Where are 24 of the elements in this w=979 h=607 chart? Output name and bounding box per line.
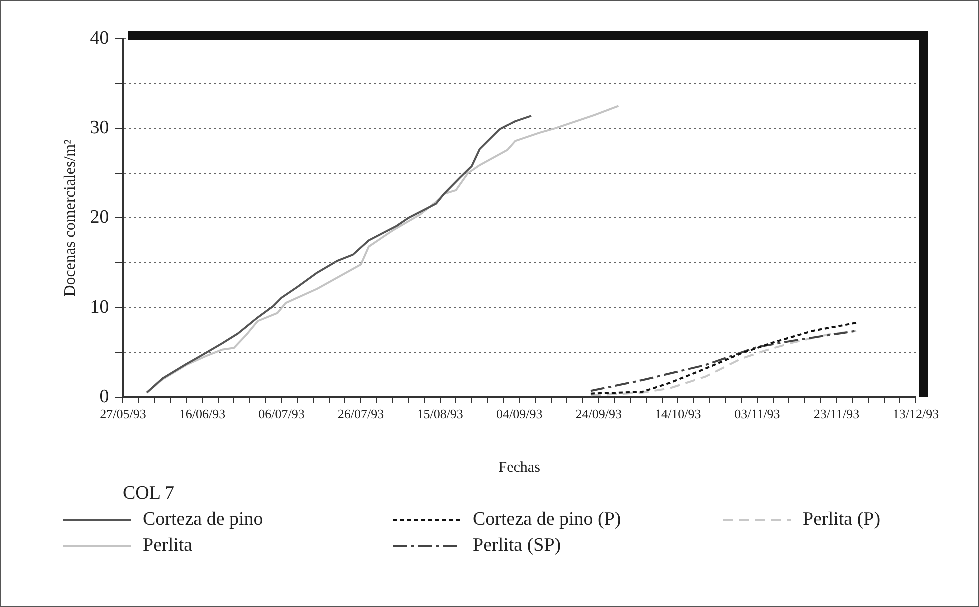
y-tick-label: 0 — [100, 386, 110, 408]
x-tick-label: 24/09/93 — [576, 406, 622, 422]
y-tick-label: 10 — [90, 296, 110, 318]
x-tick-label: 04/09/93 — [496, 406, 543, 422]
y-axis-title: Docenas comerciales/m² — [62, 139, 79, 297]
x-tick-label: 16/06/93 — [179, 406, 226, 422]
x-axis-title: Fechas — [498, 460, 541, 476]
legend-label: Perlita (SP) — [473, 535, 562, 557]
x-tick-label: 27/05/93 — [100, 406, 146, 422]
x-tick-label: 03/11/93 — [734, 406, 780, 422]
x-tick-label: 15/08/93 — [417, 406, 464, 422]
y-tick-label: 40 — [90, 28, 110, 49]
x-tick-label: 23/11/93 — [814, 406, 860, 422]
x-tick-label: 26/07/93 — [338, 406, 384, 422]
legend-label: Corteza de pino (P) — [473, 509, 622, 531]
x-tick-label: 13/12/93 — [892, 406, 940, 422]
legend-label: Corteza de pino — [143, 509, 264, 531]
y-tick-label: 20 — [90, 207, 110, 228]
y-tick-label: 30 — [90, 118, 110, 139]
legend-title: COL 7 — [123, 483, 176, 505]
legend-label: Perlita (P) — [803, 509, 881, 531]
x-tick-label: 06/07/93 — [258, 406, 305, 422]
legend-label: Perlita — [143, 535, 193, 557]
x-tick-label: 14/10/93 — [655, 406, 702, 422]
